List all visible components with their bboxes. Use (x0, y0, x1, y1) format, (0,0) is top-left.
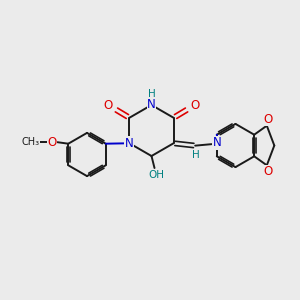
Text: O: O (263, 112, 273, 126)
Text: O: O (47, 136, 57, 149)
Text: O: O (104, 99, 113, 112)
Text: O: O (190, 99, 199, 112)
Text: CH₃: CH₃ (21, 136, 39, 147)
Text: N: N (213, 136, 221, 149)
Text: H: H (192, 150, 200, 160)
Text: OH: OH (148, 170, 164, 180)
Text: H: H (148, 88, 155, 99)
Text: O: O (263, 165, 273, 178)
Text: N: N (147, 98, 156, 112)
Text: N: N (125, 137, 134, 150)
